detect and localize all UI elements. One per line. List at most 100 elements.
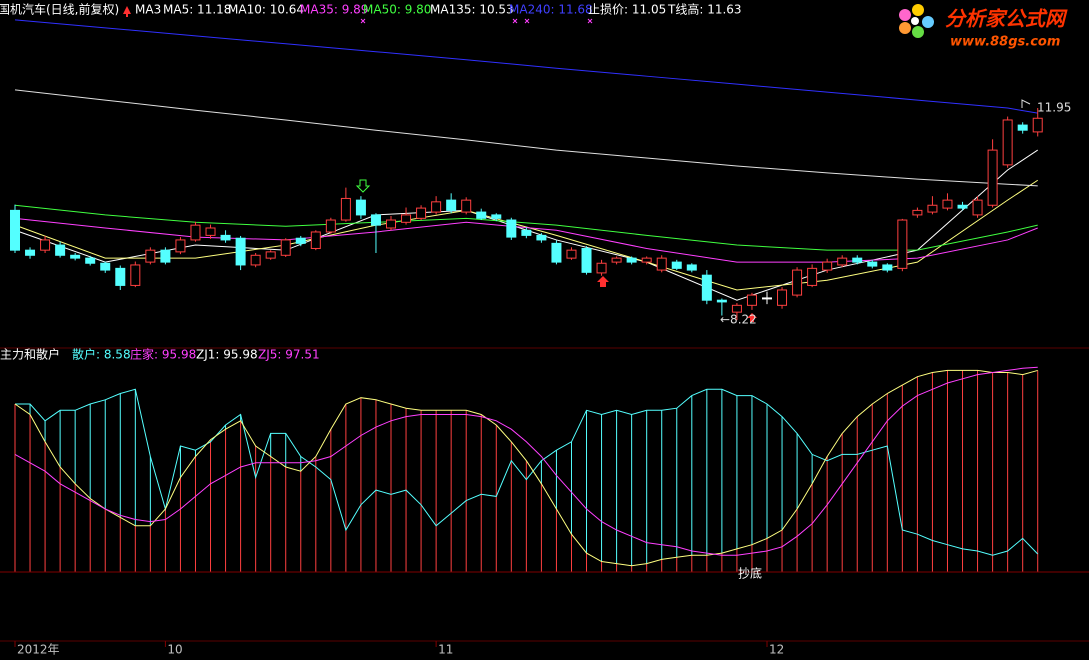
candle-body	[867, 261, 878, 267]
indicator-legend: 散户: 8.58	[72, 347, 131, 362]
x-tick-label: 11	[438, 643, 453, 657]
candle-body	[506, 219, 517, 238]
legend-item: MA135: 10.53	[430, 3, 514, 17]
logo-url: www.88gs.com	[950, 35, 1060, 50]
candle-body	[491, 214, 502, 219]
candle-body	[972, 199, 983, 216]
candle-body	[551, 242, 562, 263]
legend-item: MA10: 10.64	[228, 3, 304, 17]
candle-body	[310, 231, 321, 249]
candle-body	[265, 251, 276, 259]
indicator-annotation: 抄底	[738, 566, 762, 581]
candle-body	[837, 257, 848, 266]
candle-body	[807, 267, 818, 286]
candle-body	[822, 261, 833, 271]
high-pointer	[1021, 99, 1031, 108]
candle-body	[10, 209, 20, 251]
markers	[360, 18, 593, 24]
candle-body	[401, 214, 412, 223]
up-arrow-icon	[123, 6, 131, 17]
ma-line	[14, 89, 1038, 187]
buy-arrow	[747, 313, 757, 322]
legend-item: T线高: 11.63	[667, 2, 742, 17]
logo-title: 分析家公式网	[945, 7, 1068, 31]
candle-body	[626, 257, 637, 263]
legend-item: 止损价: 11.05	[588, 3, 666, 17]
ma-line	[14, 179, 1038, 291]
ma-line	[14, 19, 1038, 114]
candle-body	[566, 249, 577, 259]
candle-body	[596, 262, 607, 274]
candle-body	[250, 254, 261, 266]
indicator-legend: ZJ5: 97.51	[258, 348, 320, 362]
sell-arrow	[355, 179, 371, 193]
indicator-legend: ZJ1: 95.98	[196, 348, 258, 362]
candle-body	[641, 257, 652, 263]
candle-body	[611, 257, 622, 263]
candle-body	[115, 267, 126, 286]
legend-item: 国机汽车(日线,前复权)	[0, 2, 119, 17]
candle-body	[777, 289, 788, 306]
candle-body	[521, 229, 532, 236]
candle-body	[370, 214, 381, 226]
candle-body	[205, 227, 216, 236]
candle-body	[416, 207, 427, 219]
candle-body	[100, 262, 111, 271]
dealer-line	[14, 369, 1038, 567]
candle-body	[716, 299, 727, 303]
candle-body	[25, 249, 36, 256]
logo: 分析家公式网 www.88gs.com	[899, 4, 1068, 50]
legend-item: MA5: 11.18	[163, 3, 231, 17]
candle-body	[340, 197, 351, 221]
candle-body	[190, 224, 201, 241]
candle-body	[1032, 117, 1043, 133]
candle-body	[235, 237, 246, 266]
candle-body	[731, 304, 742, 313]
annotation: ←8.22	[720, 313, 757, 327]
candle-body	[1017, 124, 1028, 131]
candle-body	[897, 219, 908, 269]
candle-body	[55, 244, 66, 256]
legend-item: MA3	[135, 3, 161, 17]
candle-body	[40, 239, 51, 251]
legend-item: MA50: 9.80	[363, 3, 431, 17]
candle-body	[325, 219, 336, 233]
retail-line	[15, 388, 1039, 556]
candle-body	[130, 264, 141, 286]
buy-arrow	[597, 276, 609, 287]
annotation: 11.95	[1037, 101, 1071, 115]
candle-body	[355, 199, 366, 216]
candle-body	[792, 269, 803, 296]
legend-item: MA35: 9.89	[300, 3, 368, 17]
candle-body	[942, 199, 953, 209]
candle-body	[386, 219, 396, 229]
x-tick-label: 12	[769, 643, 784, 657]
candle-body	[762, 297, 772, 300]
candle-body	[912, 209, 923, 216]
candle-body	[701, 274, 712, 301]
candle-body	[581, 247, 592, 273]
candle-body	[160, 249, 171, 263]
candle-body	[1002, 119, 1013, 166]
candle-body	[957, 204, 968, 209]
x-tick-label: 2012年	[17, 643, 60, 657]
candle-body	[431, 201, 442, 213]
candle-body	[927, 204, 938, 213]
candle-body	[85, 257, 96, 264]
candle-body	[476, 211, 487, 219]
candle-body	[280, 239, 291, 256]
candle-body	[882, 264, 893, 271]
candle-body	[852, 257, 863, 263]
candle-body	[220, 234, 231, 241]
candle-body	[671, 261, 682, 269]
candle-body	[686, 264, 697, 271]
candle-body	[987, 149, 998, 206]
candle-body	[746, 294, 757, 306]
candle-body	[446, 199, 457, 211]
candle-body	[461, 199, 472, 213]
candle-body	[175, 239, 186, 253]
candle-body	[656, 257, 667, 271]
candle-body	[145, 249, 156, 263]
